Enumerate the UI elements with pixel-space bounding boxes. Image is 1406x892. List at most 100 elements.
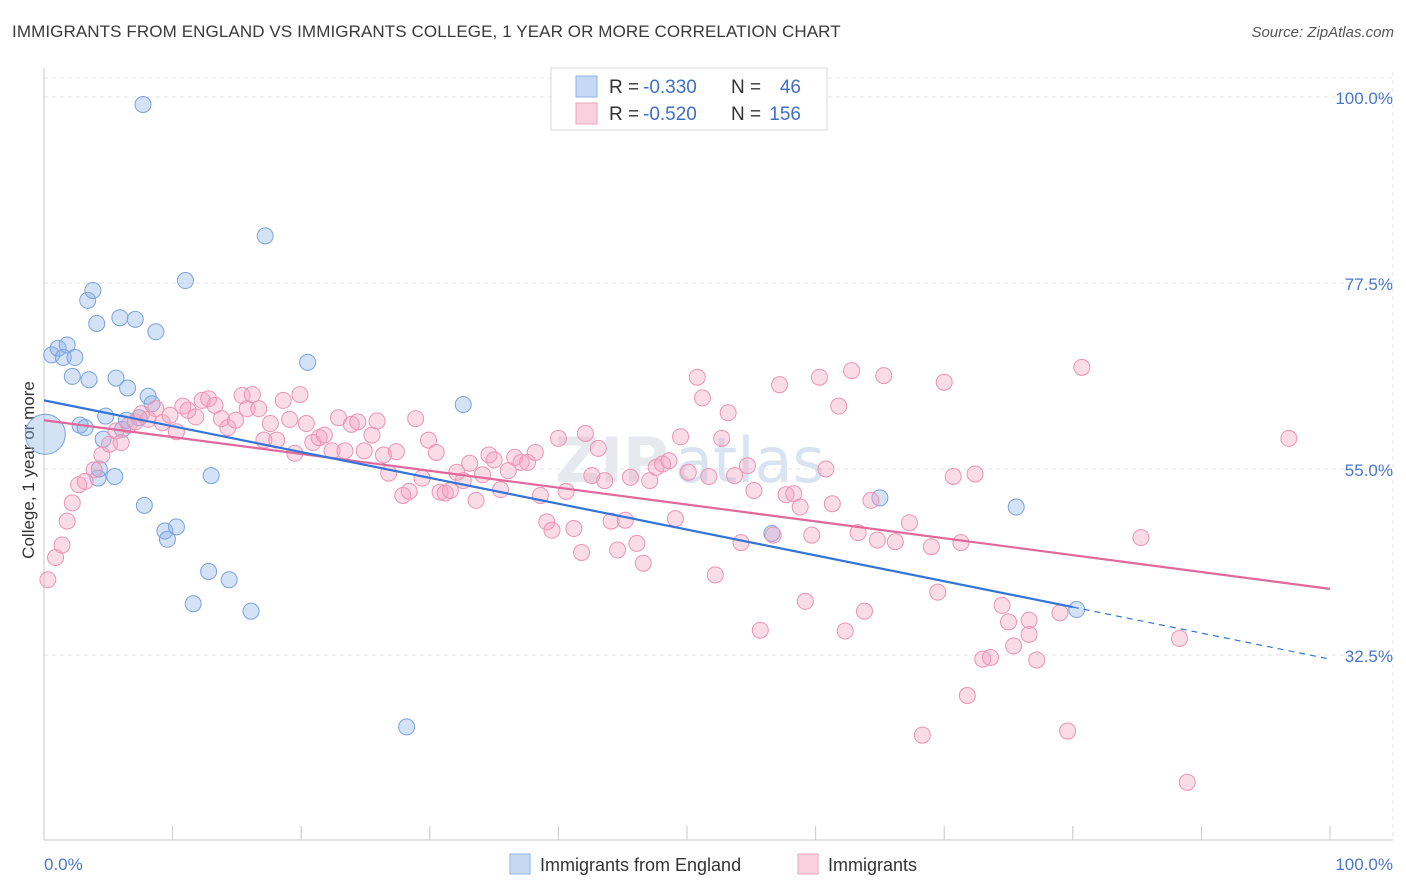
immigrants-point — [713, 429, 731, 447]
england-point — [220, 571, 238, 589]
immigrants-point — [719, 404, 737, 422]
immigrants-point — [609, 541, 627, 559]
immigrants-point — [738, 457, 756, 475]
immigrants-point — [549, 429, 567, 447]
legend-n-value-england: 46 — [780, 77, 801, 98]
immigrants-point — [250, 400, 268, 418]
immigrants-point — [628, 534, 646, 552]
y-axis-label: College, 1 year or more — [19, 381, 38, 559]
england-point — [184, 595, 202, 613]
immigrants-point — [922, 538, 940, 556]
england-point — [200, 563, 218, 581]
trend-line-england-extension — [1072, 606, 1331, 660]
england-point — [158, 530, 176, 548]
x-tick-label-left: 0.0% — [44, 855, 83, 874]
immigrants-point — [900, 514, 918, 532]
england-point — [1068, 601, 1086, 619]
immigrants-point — [227, 411, 245, 429]
immigrants-point — [843, 362, 861, 380]
immigrants-point — [565, 520, 583, 538]
immigrants-point — [63, 494, 81, 512]
legend-n-label-immigrants: N = — [731, 104, 761, 125]
immigrants-point — [679, 463, 697, 481]
england-point — [398, 718, 416, 736]
immigrants-point — [602, 512, 620, 530]
immigrants-point — [161, 406, 179, 424]
immigrants-point — [830, 397, 848, 415]
immigrants-point — [929, 583, 947, 601]
immigrants-point — [868, 531, 886, 549]
england-point — [167, 518, 185, 536]
immigrants-point — [147, 400, 165, 418]
immigrants-point — [1132, 529, 1150, 547]
immigrants-point — [634, 554, 652, 572]
england-point — [111, 309, 129, 327]
england-point — [135, 496, 153, 514]
immigrants-point — [810, 368, 828, 386]
england-point — [242, 602, 260, 620]
england-point — [147, 323, 165, 341]
immigrants-point — [796, 592, 814, 610]
trend-line-england — [43, 399, 1074, 609]
immigrants-point — [862, 491, 880, 509]
legend-n-value-immigrants: 156 — [769, 104, 801, 125]
y-tick-label-0: 100.0% — [1335, 89, 1393, 108]
immigrants-point — [966, 465, 984, 483]
legend-r-label-england: R = — [609, 77, 639, 98]
immigrants-point — [1005, 637, 1023, 655]
england-point — [97, 407, 115, 425]
immigrants-point — [886, 533, 904, 551]
immigrants-point — [1059, 722, 1077, 740]
immigrants-point — [1073, 358, 1091, 376]
immigrants-point — [688, 368, 706, 386]
england-point — [1007, 498, 1025, 516]
england-point — [79, 291, 97, 309]
england-point — [88, 315, 106, 333]
immigrants-point — [764, 526, 782, 544]
immigrants-point — [400, 482, 418, 500]
chart-title: IMMIGRANTS FROM ENGLAND VS IMMIGRANTS CO… — [12, 22, 841, 41]
immigrants-point — [726, 467, 744, 485]
immigrants-point — [297, 415, 315, 433]
immigrants-point — [212, 410, 230, 428]
series-immigrants-points — [39, 358, 1298, 791]
immigrants-point — [315, 426, 333, 444]
england-point — [76, 419, 94, 437]
immigrants-point — [660, 452, 678, 470]
legend-r-label-immigrants: R = — [609, 104, 639, 125]
immigrants-point — [427, 443, 445, 461]
england-point — [202, 467, 220, 485]
immigrants-point — [375, 446, 393, 464]
immigrants-point — [200, 390, 218, 408]
immigrants-point — [336, 442, 354, 460]
legend-n-label-england: N = — [731, 77, 761, 98]
bottom-legend-label-england: Immigrants from England — [540, 855, 741, 875]
england-point — [80, 371, 98, 389]
immigrants-point — [823, 495, 841, 513]
immigrants-point — [944, 467, 962, 485]
trend-lines — [43, 399, 1331, 660]
immigrants-point — [700, 467, 718, 485]
immigrants-point — [706, 566, 724, 584]
england-point — [24, 413, 66, 455]
legend-r-value-immigrants: -0.520 — [643, 104, 697, 125]
england-point — [176, 272, 194, 290]
immigrants-point — [855, 602, 873, 620]
chart-source: Source: ZipAtlas.com — [1251, 24, 1394, 41]
immigrants-point — [474, 466, 492, 484]
immigrants-point — [1280, 429, 1298, 447]
immigrants-point — [875, 367, 893, 385]
england-point — [58, 336, 76, 354]
trend-line-immigrants — [43, 419, 1331, 590]
immigrants-point — [1051, 604, 1069, 622]
england-point — [84, 281, 102, 299]
immigrants-point — [368, 412, 386, 430]
immigrants-point — [387, 443, 405, 461]
immigrants-point — [952, 534, 970, 552]
england-point — [119, 379, 137, 397]
immigrants-point — [849, 524, 867, 542]
england-point — [126, 310, 144, 328]
immigrants-point — [993, 596, 1011, 614]
immigrants-point — [836, 622, 854, 640]
immigrants-point — [589, 439, 607, 457]
